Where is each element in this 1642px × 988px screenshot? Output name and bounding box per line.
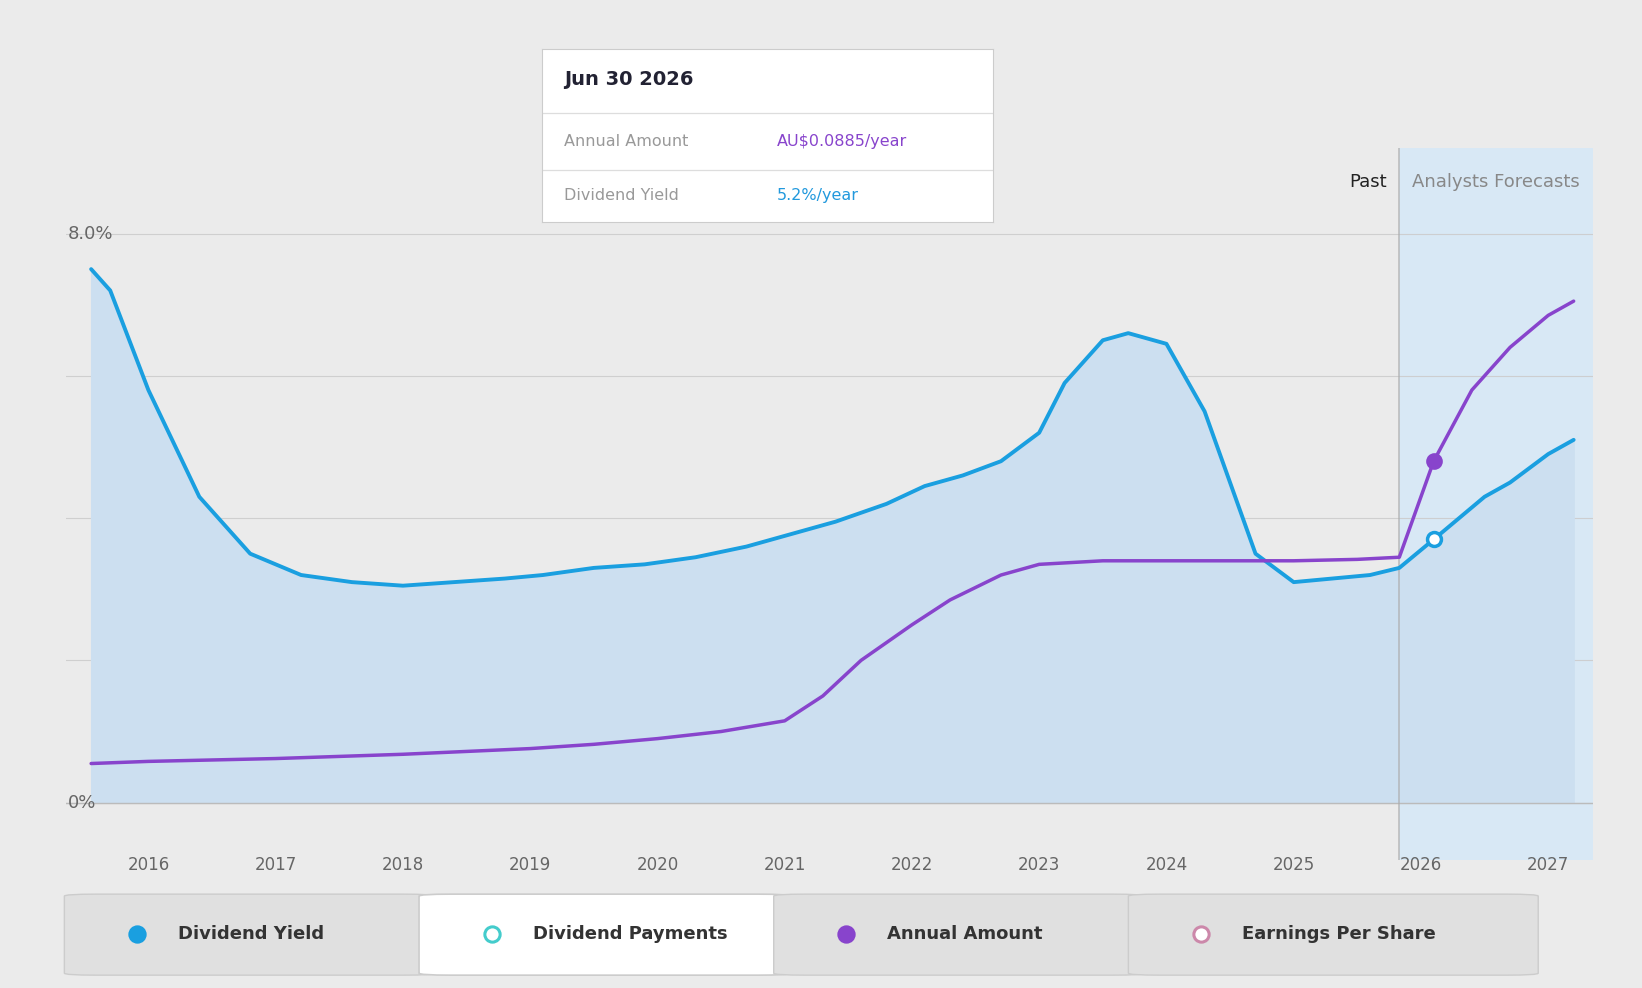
- Text: Earnings Per Share: Earnings Per Share: [1241, 925, 1435, 943]
- Text: 2027: 2027: [1527, 856, 1570, 874]
- Text: Jun 30 2026: Jun 30 2026: [565, 70, 695, 89]
- Text: 2022: 2022: [890, 856, 933, 874]
- Text: 8.0%: 8.0%: [69, 224, 113, 243]
- Text: 0%: 0%: [69, 793, 97, 812]
- Text: 2017: 2017: [255, 856, 297, 874]
- FancyBboxPatch shape: [64, 894, 435, 975]
- Text: 5.2%/year: 5.2%/year: [777, 188, 859, 203]
- Text: 2024: 2024: [1146, 856, 1187, 874]
- Text: Dividend Yield: Dividend Yield: [565, 188, 680, 203]
- Text: Past: Past: [1350, 173, 1386, 191]
- Bar: [1399, 148, 1593, 860]
- Text: 2019: 2019: [509, 856, 552, 874]
- Text: 2018: 2018: [383, 856, 424, 874]
- Text: 2025: 2025: [1273, 856, 1315, 874]
- Text: Dividend Payments: Dividend Payments: [532, 925, 727, 943]
- Text: Annual Amount: Annual Amount: [887, 925, 1043, 943]
- FancyBboxPatch shape: [419, 894, 790, 975]
- Text: Annual Amount: Annual Amount: [565, 134, 688, 149]
- Text: AU$0.0885/year: AU$0.0885/year: [777, 134, 906, 149]
- Text: Dividend Yield: Dividend Yield: [177, 925, 323, 943]
- FancyBboxPatch shape: [1128, 894, 1539, 975]
- Text: 2016: 2016: [128, 856, 169, 874]
- Text: 2021: 2021: [764, 856, 806, 874]
- FancyBboxPatch shape: [773, 894, 1144, 975]
- Text: 2026: 2026: [1401, 856, 1442, 874]
- Text: 2023: 2023: [1018, 856, 1061, 874]
- Text: 2020: 2020: [637, 856, 678, 874]
- Text: Analysts Forecasts: Analysts Forecasts: [1412, 173, 1580, 191]
